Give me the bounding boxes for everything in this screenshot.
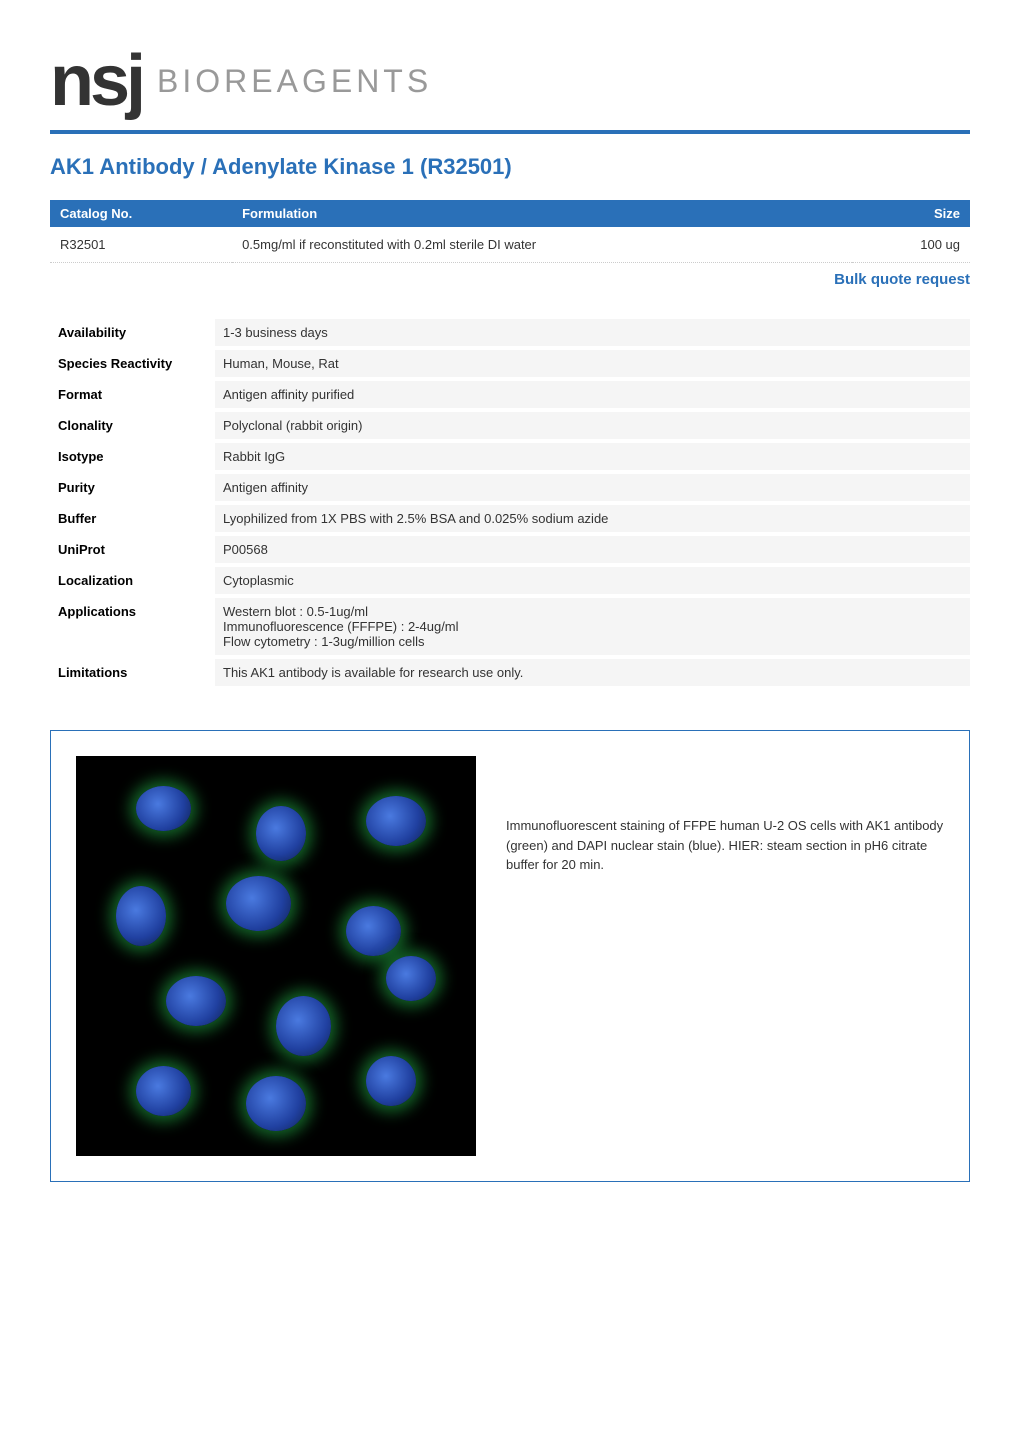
detail-value-line: Western blot : 0.5-1ug/ml (223, 604, 962, 619)
header-rule (50, 130, 970, 134)
cell-shape (366, 1056, 416, 1106)
detail-row: Availability1-3 business days (50, 319, 970, 348)
logo-container: nsj BIOREAGENTS (50, 40, 970, 122)
detail-value: This AK1 antibody is available for resea… (215, 657, 970, 688)
catalog-cell-size: 100 ug (852, 227, 970, 263)
detail-row: ClonalityPolyclonal (rabbit origin) (50, 410, 970, 441)
catalog-row: R32501 0.5mg/ml if reconstituted with 0.… (50, 227, 970, 263)
detail-row: ApplicationsWestern blot : 0.5-1ug/mlImm… (50, 596, 970, 657)
detail-label: UniProt (50, 534, 215, 565)
detail-label: Applications (50, 596, 215, 657)
catalog-header-no: Catalog No. (50, 200, 232, 227)
detail-value: Rabbit IgG (215, 441, 970, 472)
detail-value: P00568 (215, 534, 970, 565)
page-title: AK1 Antibody / Adenylate Kinase 1 (R3250… (50, 154, 970, 180)
detail-value: Human, Mouse, Rat (215, 348, 970, 379)
details-table: Availability1-3 business daysSpecies Rea… (50, 319, 970, 690)
detail-value: 1-3 business days (215, 319, 970, 348)
detail-value: Polyclonal (rabbit origin) (215, 410, 970, 441)
detail-label: Limitations (50, 657, 215, 688)
detail-row: PurityAntigen affinity (50, 472, 970, 503)
catalog-table: Catalog No. Formulation Size R32501 0.5m… (50, 200, 970, 263)
catalog-header-formulation: Formulation (232, 200, 852, 227)
catalog-header-size: Size (852, 200, 970, 227)
detail-value: Western blot : 0.5-1ug/mlImmunofluoresce… (215, 596, 970, 657)
detail-label: Buffer (50, 503, 215, 534)
cell-shape (166, 976, 226, 1026)
detail-value: Antigen affinity purified (215, 379, 970, 410)
cell-shape (366, 796, 426, 846)
detail-value-line: Flow cytometry : 1-3ug/million cells (223, 634, 962, 649)
cell-shape (256, 806, 306, 861)
cell-shape (346, 906, 401, 956)
detail-row: LimitationsThis AK1 antibody is availabl… (50, 657, 970, 688)
detail-row: BufferLyophilized from 1X PBS with 2.5% … (50, 503, 970, 534)
detail-row: IsotypeRabbit IgG (50, 441, 970, 472)
catalog-cell-no: R32501 (50, 227, 232, 263)
detail-label: Localization (50, 565, 215, 596)
catalog-header-row: Catalog No. Formulation Size (50, 200, 970, 227)
logo-mark: nsj (50, 40, 142, 122)
cell-shape (116, 886, 166, 946)
logo: nsj BIOREAGENTS (50, 40, 970, 122)
detail-value: Lyophilized from 1X PBS with 2.5% BSA an… (215, 503, 970, 534)
detail-value-line: Immunofluorescence (FFFPE) : 2-4ug/ml (223, 619, 962, 634)
detail-label: Format (50, 379, 215, 410)
immunofluorescence-image (76, 756, 476, 1156)
detail-row: LocalizationCytoplasmic (50, 565, 970, 596)
cell-shape (136, 786, 191, 831)
cell-shape (226, 876, 291, 931)
catalog-cell-formulation: 0.5mg/ml if reconstituted with 0.2ml ste… (232, 227, 852, 263)
logo-text: BIOREAGENTS (157, 63, 432, 100)
cell-shape (246, 1076, 306, 1131)
cell-shape (136, 1066, 191, 1116)
detail-row: FormatAntigen affinity purified (50, 379, 970, 410)
detail-label: Clonality (50, 410, 215, 441)
detail-label: Purity (50, 472, 215, 503)
detail-value: Cytoplasmic (215, 565, 970, 596)
cell-shape (386, 956, 436, 1001)
detail-label: Isotype (50, 441, 215, 472)
detail-row: UniProtP00568 (50, 534, 970, 565)
detail-label: Species Reactivity (50, 348, 215, 379)
image-box: Immunofluorescent staining of FFPE human… (50, 730, 970, 1182)
detail-label: Availability (50, 319, 215, 348)
detail-row: Species ReactivityHuman, Mouse, Rat (50, 348, 970, 379)
bulk-quote-link[interactable]: Bulk quote request (834, 271, 970, 288)
cell-shape (276, 996, 331, 1056)
image-caption: Immunofluorescent staining of FFPE human… (506, 756, 944, 875)
detail-value: Antigen affinity (215, 472, 970, 503)
bulk-quote-container: Bulk quote request (50, 271, 970, 289)
